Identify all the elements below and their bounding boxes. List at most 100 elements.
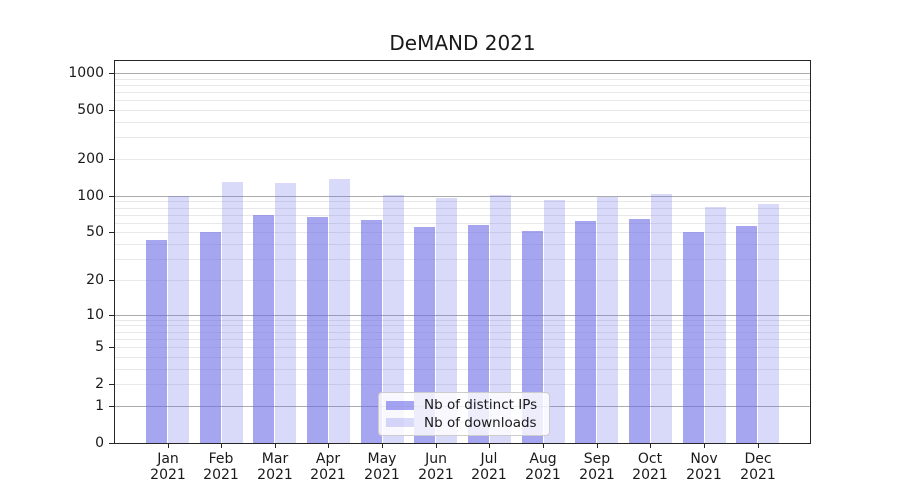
gridline-major <box>115 315 810 316</box>
bar-downloads-mar-2021 <box>275 183 296 443</box>
gridline-minor <box>115 280 810 281</box>
x-tick-mark <box>168 444 169 448</box>
bar-distinct-ips-feb-2021 <box>200 232 221 443</box>
legend-swatch-distinct-ips-icon <box>386 400 414 410</box>
y-tick-label: 500 <box>77 102 104 118</box>
gridline-minor <box>115 208 810 209</box>
y-tick-mark <box>109 196 114 197</box>
y-tick-label: 50 <box>86 224 104 240</box>
x-tick-label: Oct 2021 <box>632 451 668 483</box>
x-tick-label: Dec 2021 <box>740 451 776 483</box>
bar-distinct-ips-dec-2021 <box>736 226 757 443</box>
bar-distinct-ips-aug-2021 <box>522 231 543 443</box>
legend: Nb of distinct IPs Nb of downloads <box>378 392 550 436</box>
y-tick-mark <box>109 406 114 407</box>
x-tick-mark <box>543 444 544 448</box>
y-tick-mark <box>109 232 114 233</box>
y-tick-label: 20 <box>86 272 104 288</box>
bar-downloads-jun-2021 <box>436 198 457 443</box>
legend-label-downloads: Nb of downloads <box>424 414 537 431</box>
y-tick-mark <box>109 159 114 160</box>
y-tick-mark <box>109 280 114 281</box>
bar-downloads-apr-2021 <box>329 179 350 443</box>
bar-downloads-may-2021 <box>383 195 404 443</box>
bar-distinct-ips-jun-2021 <box>414 227 435 443</box>
gridline-minor <box>115 110 810 111</box>
y-tick-mark <box>109 315 114 316</box>
gridline-minor <box>115 215 810 216</box>
y-tick-label: 100 <box>77 188 104 204</box>
legend-swatch-downloads-icon <box>386 418 414 428</box>
bar-distinct-ips-apr-2021 <box>307 217 328 443</box>
y-tick-label: 0 <box>95 435 104 451</box>
gridline-minor <box>115 325 810 326</box>
x-tick-mark <box>597 444 598 448</box>
bar-downloads-jul-2021 <box>490 195 511 443</box>
gridline-minor <box>115 201 810 202</box>
x-tick-mark <box>382 444 383 448</box>
y-tick-label: 200 <box>77 151 104 167</box>
gridline-minor <box>115 347 810 348</box>
x-tick-label: Jun 2021 <box>418 451 454 483</box>
gridline-minor <box>115 159 810 160</box>
bar-downloads-aug-2021 <box>544 200 565 443</box>
y-tick-mark <box>109 443 114 444</box>
chart-title: DeMAND 2021 <box>389 31 536 55</box>
y-tick-mark <box>109 347 114 348</box>
x-tick-label: Apr 2021 <box>310 451 346 483</box>
bar-distinct-ips-nov-2021 <box>683 232 704 443</box>
x-tick-mark <box>221 444 222 448</box>
y-tick-mark <box>109 73 114 74</box>
y-tick-label: 5 <box>95 339 104 355</box>
gridline-minor <box>115 137 810 138</box>
plot-area <box>114 60 811 444</box>
gridline-minor <box>115 259 810 260</box>
y-tick-label: 2 <box>95 376 104 392</box>
x-tick-mark <box>650 444 651 448</box>
bar-distinct-ips-oct-2021 <box>629 219 650 443</box>
y-tick-mark <box>109 384 114 385</box>
bar-distinct-ips-mar-2021 <box>253 215 274 443</box>
bar-downloads-feb-2021 <box>222 182 243 443</box>
gridline-minor <box>115 100 810 101</box>
gridline-minor <box>115 232 810 233</box>
x-tick-mark <box>704 444 705 448</box>
x-tick-mark <box>275 444 276 448</box>
bar-distinct-ips-may-2021 <box>361 220 382 443</box>
x-tick-label: Aug 2021 <box>525 451 561 483</box>
gridline-minor <box>115 79 810 80</box>
bar-downloads-jan-2021 <box>168 196 189 443</box>
gridline-minor <box>115 384 810 385</box>
x-tick-label: Feb 2021 <box>203 451 239 483</box>
gridline-major <box>115 196 810 197</box>
bar-downloads-oct-2021 <box>651 194 672 443</box>
x-tick-label: Mar 2021 <box>257 451 293 483</box>
gridline-minor <box>115 357 810 358</box>
y-tick-label: 1000 <box>68 65 104 81</box>
legend-item-distinct-ips: Nb of distinct IPs <box>386 397 542 413</box>
bar-downloads-nov-2021 <box>705 207 726 443</box>
x-tick-label: May 2021 <box>364 451 400 483</box>
legend-item-downloads: Nb of downloads <box>386 415 542 431</box>
x-tick-label: Jan 2021 <box>150 451 186 483</box>
gridline-minor <box>115 244 810 245</box>
gridline-minor <box>115 339 810 340</box>
y-tick-label: 10 <box>86 307 104 323</box>
bar-distinct-ips-jan-2021 <box>146 240 167 443</box>
bar-distinct-ips-sep-2021 <box>575 221 596 443</box>
x-tick-label: Sep 2021 <box>579 451 615 483</box>
x-tick-label: Jul 2021 <box>471 451 507 483</box>
gridline-minor <box>115 92 810 93</box>
x-tick-mark <box>328 444 329 448</box>
bar-downloads-dec-2021 <box>758 204 779 443</box>
gridline-minor <box>115 320 810 321</box>
bar-downloads-sep-2021 <box>597 197 618 443</box>
gridline-minor <box>115 369 810 370</box>
x-tick-mark <box>436 444 437 448</box>
x-tick-mark <box>758 444 759 448</box>
y-tick-mark <box>109 110 114 111</box>
y-tick-label: 1 <box>95 398 104 414</box>
gridline-minor <box>115 85 810 86</box>
gridline-major <box>115 73 810 74</box>
